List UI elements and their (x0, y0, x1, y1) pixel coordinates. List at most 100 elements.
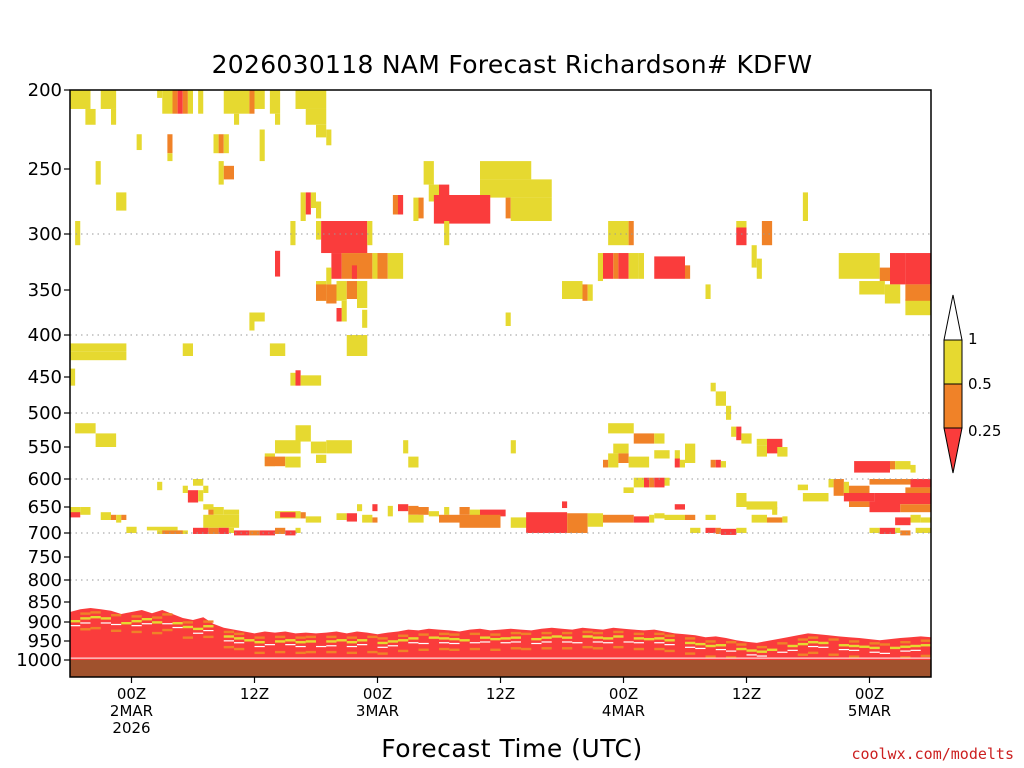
bl-streak (439, 637, 450, 640)
bl-streak (715, 648, 726, 651)
bl-streak (562, 636, 573, 639)
ri-cell (316, 201, 322, 219)
ri-cell (223, 509, 240, 515)
bl-streak (920, 654, 931, 658)
bl-streak (80, 612, 91, 615)
ri-cell (193, 527, 209, 534)
bl-streak (254, 645, 265, 648)
ri-cell (905, 284, 931, 301)
ri-cell (305, 108, 327, 125)
ri-cell (310, 192, 316, 208)
bl-streak (111, 629, 122, 632)
ri-cell (218, 134, 224, 154)
bl-streak (900, 656, 911, 659)
ri-cell (623, 487, 634, 493)
bl-streak (541, 647, 552, 650)
bl-streak (346, 641, 357, 644)
ri-cell (587, 284, 593, 301)
ri-cell (741, 433, 752, 444)
bl-streak (490, 648, 501, 651)
ri-cell (628, 221, 634, 246)
ri-cell (121, 514, 127, 520)
ri-cell (838, 253, 880, 279)
bl-streak (387, 640, 398, 643)
bl-streak (439, 632, 450, 636)
colorbar-legend: 1 0.5 0.25 (943, 294, 1001, 474)
bl-streak (223, 630, 234, 634)
bl-streak (910, 644, 921, 648)
ri-cell (649, 477, 655, 488)
ri-cell (802, 192, 808, 221)
bl-streak (131, 615, 142, 618)
bl-streak (900, 650, 911, 652)
ri-cell (269, 343, 286, 356)
ri-cell (843, 481, 849, 493)
ri-cell (70, 343, 127, 352)
ri-cell (644, 477, 650, 488)
ri-cell (326, 440, 352, 454)
bl-streak (223, 645, 234, 649)
ri-cell (162, 530, 183, 534)
ri-cell (900, 530, 911, 536)
ri-cell (664, 514, 685, 520)
bl-streak (172, 626, 183, 629)
ri-cell (895, 517, 911, 526)
x-tick-label: 5MAR (848, 702, 891, 720)
ri-cell (751, 245, 757, 268)
y-tick-label: 550 (28, 437, 62, 458)
bl-streak (592, 641, 603, 643)
ri-cell (859, 281, 885, 295)
ri-cell (346, 335, 368, 356)
ri-cell (362, 514, 373, 523)
ri-cell (146, 526, 178, 531)
bl-streak (131, 630, 142, 634)
bl-streak (377, 641, 388, 645)
ri-cell (70, 512, 81, 518)
legend-bin-orange (943, 383, 963, 429)
bl-streak (664, 639, 675, 642)
bl-streak (469, 642, 480, 644)
ri-cell (100, 90, 117, 109)
bl-streak (500, 637, 511, 640)
ri-cell (249, 90, 255, 114)
ri-cell (895, 527, 901, 533)
bl-streak (582, 635, 593, 638)
bl-streak (859, 645, 870, 648)
bl-streak (603, 642, 614, 644)
bl-streak (203, 629, 214, 632)
bl-streak (705, 644, 716, 648)
bl-streak (551, 635, 562, 638)
bl-streak (418, 642, 429, 645)
bl-streak (869, 642, 880, 645)
ri-cell (736, 426, 742, 441)
ri-cell (608, 453, 619, 468)
bl-streak (736, 643, 747, 646)
credit-link[interactable]: coolwx.com/modelts (851, 745, 1014, 763)
bl-streak (654, 637, 665, 640)
ri-cell (193, 479, 204, 486)
x-tick-label: 3MAR (356, 702, 399, 720)
ri-cell (874, 493, 931, 505)
ri-cell (608, 221, 629, 246)
ri-cell (562, 281, 583, 299)
bl-streak (633, 637, 644, 640)
bl-streak (398, 649, 409, 653)
ri-cell (177, 90, 183, 114)
bl-streak (131, 620, 142, 623)
ri-cell (582, 284, 588, 301)
ri-cell (351, 265, 357, 279)
bl-streak (613, 635, 624, 638)
ri-cell (223, 90, 250, 114)
bl-streak (367, 635, 378, 639)
bl-streak (182, 636, 193, 639)
bl-streak (541, 641, 552, 643)
ri-cell (326, 284, 337, 304)
bl-streak (203, 635, 214, 639)
ri-cell (736, 221, 747, 228)
ri-cell (910, 479, 931, 488)
ri-cell (295, 425, 311, 442)
ri-cell (187, 90, 193, 114)
ri-cell (208, 509, 214, 515)
ri-cell (428, 184, 439, 202)
